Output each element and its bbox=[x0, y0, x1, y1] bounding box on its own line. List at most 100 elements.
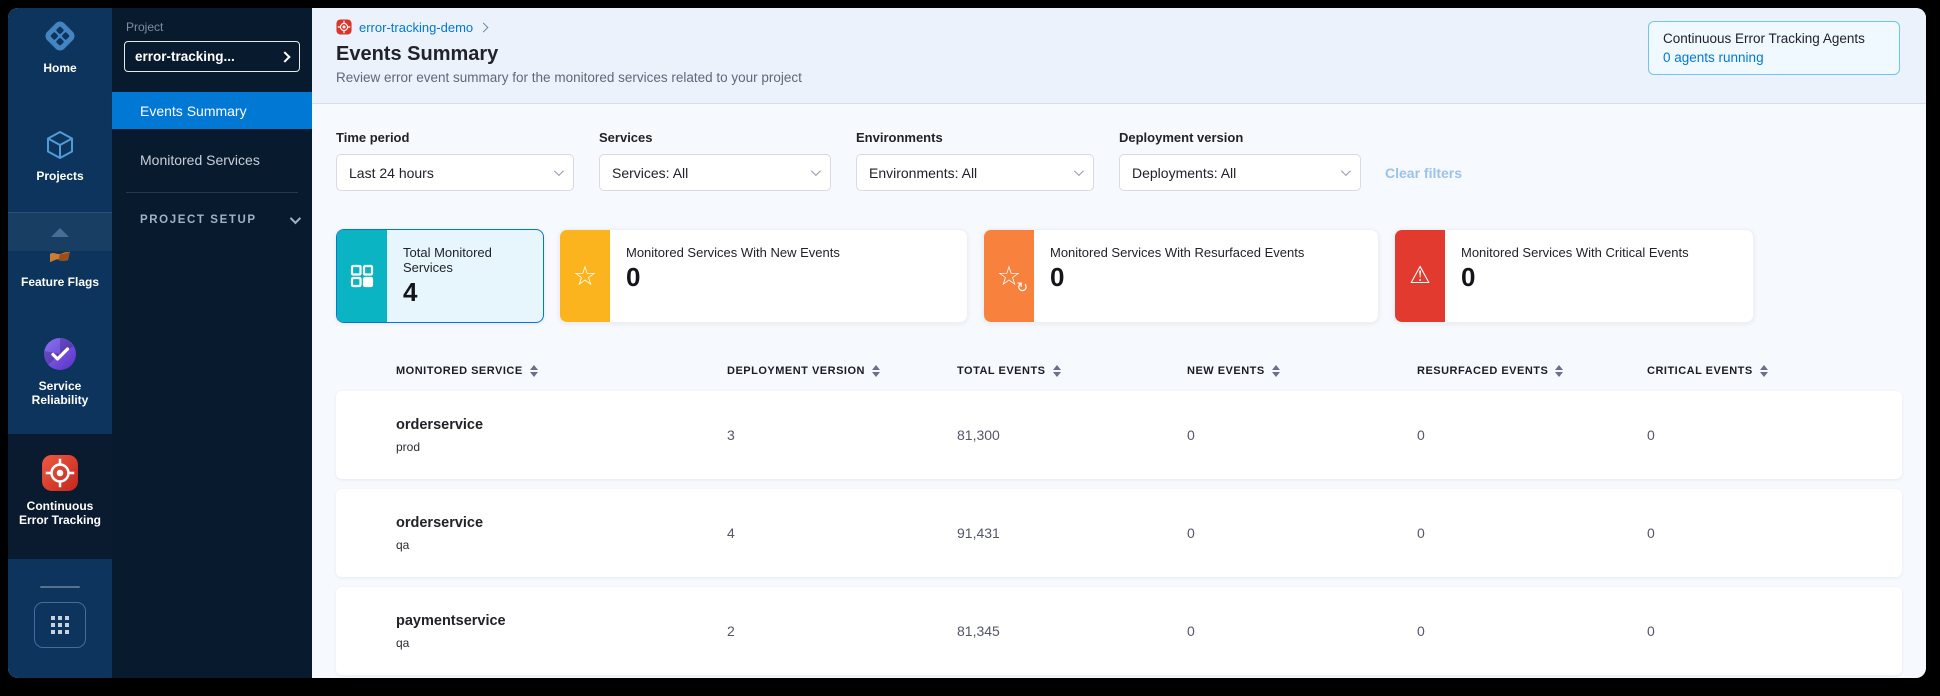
total-events-cell: 81,300 bbox=[957, 427, 1000, 443]
service-name: orderservice bbox=[396, 416, 484, 433]
time-period-select[interactable]: Last 24 hours bbox=[336, 154, 574, 191]
events-table: MONITORED SERVICE DEPLOYMENT VERSION TOT… bbox=[336, 361, 1902, 675]
sort-icon bbox=[529, 365, 538, 377]
critical-events-cell: 0 bbox=[1647, 623, 1655, 639]
column-header-deployment-version[interactable]: DEPLOYMENT VERSION bbox=[721, 365, 951, 377]
rail-item-feature-flags[interactable]: Feature Flags bbox=[8, 250, 112, 289]
service-cell: orderservice prod bbox=[336, 417, 721, 454]
subnav-item-monitored-services[interactable]: Monitored Services bbox=[140, 151, 260, 168]
rail-item-projects[interactable]: Projects bbox=[8, 128, 112, 183]
service-cell: orderservice qa bbox=[336, 515, 721, 552]
total-events-cell: 91,431 bbox=[957, 525, 1000, 541]
deployment-version-cell: 4 bbox=[727, 525, 735, 541]
column-header-new-events[interactable]: NEW EVENTS bbox=[1181, 365, 1411, 377]
table-row[interactable]: orderservice qa 4 91,431 0 0 0 bbox=[336, 489, 1902, 577]
rail-divider bbox=[8, 212, 112, 213]
filter-deployment-version: Deployment version Deployments: All bbox=[1119, 130, 1361, 191]
service-environment: prod bbox=[396, 439, 421, 454]
card-body: Total Monitored Services 4 bbox=[387, 230, 543, 322]
services-select[interactable]: Services: All bbox=[599, 154, 831, 191]
filter-environments: Environments Environments: All bbox=[856, 130, 1094, 191]
column-header-critical-events[interactable]: CRITICAL EVENTS bbox=[1641, 365, 1902, 377]
project-subnav: Project error-tracking... Events Summary… bbox=[112, 8, 312, 678]
rail-divider-short bbox=[40, 586, 80, 588]
main-panel: error-tracking-demo Events Summary Revie… bbox=[312, 8, 1926, 678]
card-icon-block: ☆ ↻ bbox=[984, 230, 1034, 322]
resurfaced-events-cell: 0 bbox=[1417, 525, 1425, 541]
flag-icon bbox=[50, 251, 70, 262]
column-header-resurfaced-events[interactable]: RESURFACED EVENTS bbox=[1411, 365, 1641, 377]
breadcrumb-project-link[interactable]: error-tracking-demo bbox=[359, 19, 474, 35]
column-header-monitored-service[interactable]: MONITORED SERVICE bbox=[336, 365, 721, 377]
agents-panel-title: Continuous Error Tracking Agents bbox=[1663, 31, 1865, 46]
table-row[interactable]: orderservice prod 3 81,300 0 0 0 bbox=[336, 391, 1902, 479]
column-header-total-events[interactable]: TOTAL EVENTS bbox=[951, 365, 1181, 377]
card-body: Monitored Services With New Events 0 bbox=[610, 230, 856, 322]
page-content: Time period Last 24 hours Services Servi… bbox=[312, 104, 1926, 678]
card-body: Monitored Services With Resurfaced Event… bbox=[1034, 230, 1320, 322]
chevron-down-icon bbox=[1340, 166, 1351, 177]
card-icon-block: ☆ bbox=[560, 230, 610, 322]
filter-services: Services Services: All bbox=[599, 130, 831, 191]
chevron-down-icon bbox=[553, 166, 564, 177]
filter-label: Time period bbox=[336, 130, 410, 145]
deployments-select[interactable]: Deployments: All bbox=[1119, 154, 1361, 191]
rail-item-service-reliability[interactable]: Service Reliability bbox=[8, 336, 112, 407]
sort-icon bbox=[871, 365, 880, 377]
deployment-version-cell: 2 bbox=[727, 623, 735, 639]
card-value: 4 bbox=[403, 277, 418, 307]
stat-cards: Total Monitored Services 4 ☆ Monitored S… bbox=[336, 229, 1902, 323]
new-events-cell: 0 bbox=[1187, 525, 1195, 541]
rail-item-continuous-error-tracking[interactable]: Continuous Error Tracking bbox=[8, 454, 112, 527]
sort-icon bbox=[1271, 365, 1280, 377]
rail-item-home[interactable]: Home bbox=[8, 18, 112, 75]
cube-icon bbox=[47, 131, 73, 159]
filter-label: Services bbox=[599, 130, 653, 145]
app-window: Home Projects Feature Flags bbox=[8, 8, 1926, 678]
selected-value: Last 24 hours bbox=[349, 164, 434, 181]
rail-item-label: Projects bbox=[36, 169, 84, 183]
environments-select[interactable]: Environments: All bbox=[856, 154, 1094, 191]
card-resurfaced-events[interactable]: ☆ ↻ Monitored Services With Resurfaced Ev… bbox=[983, 229, 1379, 323]
clear-filters-button[interactable]: Clear filters bbox=[1385, 165, 1463, 181]
deployment-version-cell: 3 bbox=[727, 427, 735, 443]
star-icon: ☆ bbox=[572, 260, 598, 291]
card-new-events[interactable]: ☆ Monitored Services With New Events 0 bbox=[559, 229, 968, 323]
critical-events-cell: 0 bbox=[1647, 525, 1655, 541]
selected-value: Environments: All bbox=[869, 164, 978, 181]
service-name: paymentservice bbox=[396, 612, 506, 629]
rail-scroll-up[interactable] bbox=[8, 213, 112, 251]
table-row[interactable]: paymentservice qa 2 81,345 0 0 0 bbox=[336, 587, 1902, 675]
project-selector[interactable]: error-tracking... bbox=[124, 41, 300, 72]
harness-home-icon bbox=[45, 21, 75, 51]
agents-panel: Continuous Error Tracking Agents 0 agent… bbox=[1648, 21, 1900, 75]
page-subtitle: Review error event summary for the monit… bbox=[336, 70, 802, 85]
filter-bar: Time period Last 24 hours Services Servi… bbox=[336, 130, 1902, 191]
filter-time-period: Time period Last 24 hours bbox=[336, 130, 574, 191]
subnav-item-events-summary[interactable]: Events Summary bbox=[112, 92, 312, 129]
card-label: Total Monitored Services bbox=[403, 245, 492, 275]
rail-item-label: Feature Flags bbox=[20, 275, 100, 289]
card-critical-events[interactable]: ⚠ Monitored Services With Critical Event… bbox=[1394, 229, 1754, 323]
card-value: 0 bbox=[1050, 262, 1065, 292]
service-environment: qa bbox=[396, 635, 410, 650]
project-setup-label: PROJECT SETUP bbox=[140, 214, 257, 226]
card-total-monitored-services[interactable]: Total Monitored Services 4 bbox=[336, 229, 544, 323]
page-header: error-tracking-demo Events Summary Revie… bbox=[312, 8, 1926, 104]
selected-module-highlight bbox=[8, 434, 112, 559]
subnav-divider bbox=[126, 192, 298, 193]
table-header-row: MONITORED SERVICE DEPLOYMENT VERSION TOT… bbox=[336, 361, 1902, 381]
sort-icon bbox=[1052, 365, 1061, 377]
rail-item-label: Continuous Error Tracking bbox=[18, 499, 102, 527]
chevron-down-icon bbox=[289, 212, 302, 225]
project-setup-toggle[interactable]: PROJECT SETUP bbox=[140, 212, 302, 226]
target-icon bbox=[42, 455, 78, 491]
card-body: Monitored Services With Critical Events … bbox=[1445, 230, 1705, 322]
selected-value: Services: All bbox=[612, 164, 689, 181]
card-icon-block bbox=[337, 230, 387, 322]
grid-dots-icon bbox=[51, 616, 69, 634]
all-modules-button[interactable] bbox=[34, 602, 86, 648]
chevron-down-icon bbox=[810, 166, 821, 177]
total-events-cell: 81,345 bbox=[957, 623, 1000, 639]
agents-running-link[interactable]: 0 agents running bbox=[1663, 50, 1764, 65]
